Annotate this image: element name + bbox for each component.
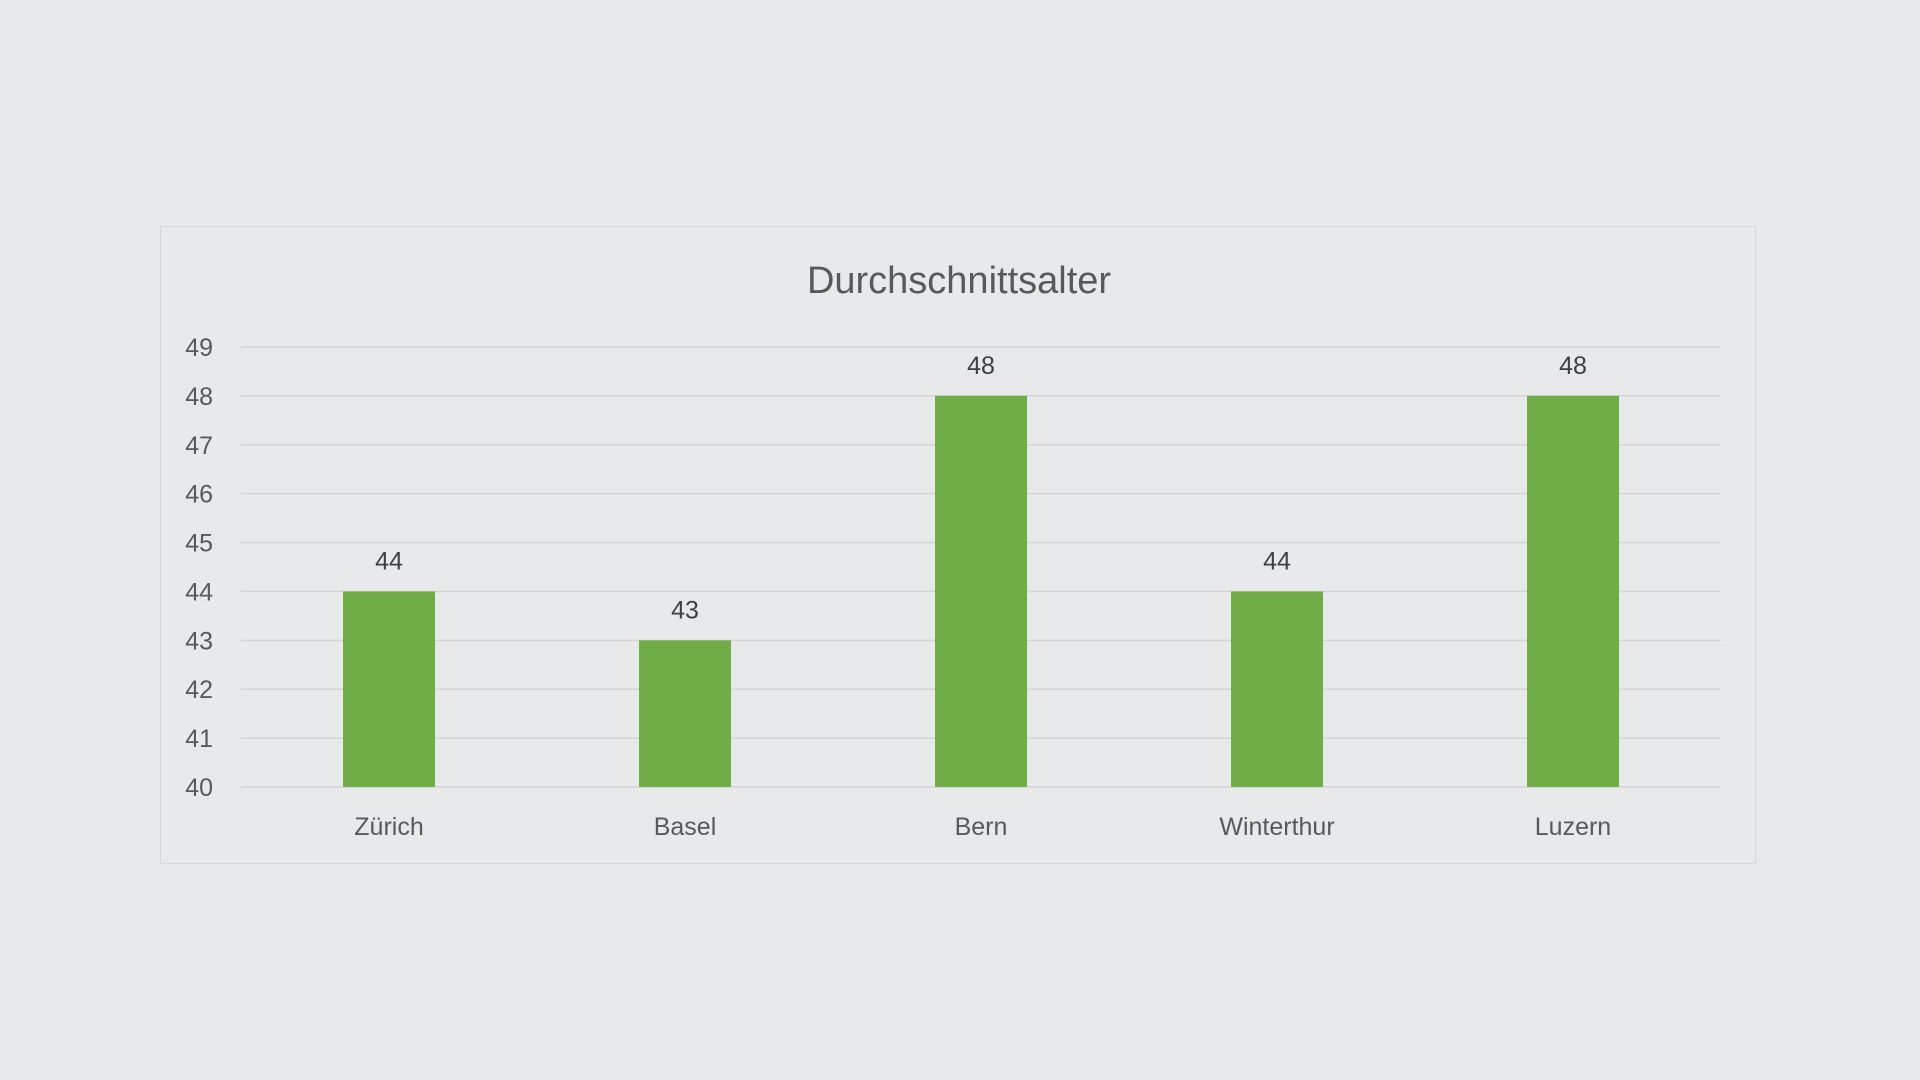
x-category-label: Zürich [354, 813, 423, 841]
y-tick-label: 40 [185, 774, 213, 802]
y-tick-label: 48 [185, 383, 213, 411]
bars [343, 395, 1619, 787]
bar [935, 395, 1027, 787]
y-tick-label: 49 [185, 334, 213, 362]
chart-title: Durchschnittsalter [807, 260, 1111, 302]
bar [343, 591, 435, 787]
y-tick-label: 42 [185, 676, 213, 704]
y-axis: 40 41 42 43 44 45 46 47 48 49 [185, 334, 213, 802]
bar-chart: Durchschnittsalter 40414243444546474849 … [185, 260, 1721, 841]
y-tick-label: 47 [185, 432, 213, 460]
data-label: 43 [671, 596, 699, 624]
y-tick-label: 46 [185, 481, 213, 509]
y-tick-label: 45 [185, 530, 213, 558]
x-axis: Zürich Basel Bern Winterthur Luzern [354, 813, 1611, 841]
x-category-label: Basel [654, 813, 717, 841]
x-category-label: Bern [955, 813, 1008, 841]
bar [639, 640, 731, 787]
x-category-label: Luzern [1535, 813, 1611, 841]
chart-frame: Durchschnittsalter 40 41 42 43 44 45 46 47 48 49 … [160, 226, 1756, 864]
data-labels: 44 43 48 44 48 [375, 352, 1587, 624]
x-category-label: Winterthur [1219, 813, 1334, 841]
data-label: 44 [1263, 547, 1291, 575]
data-label: 48 [967, 352, 995, 380]
y-tick-label: 43 [185, 627, 213, 655]
data-label: 48 [1559, 352, 1587, 380]
bar [1527, 395, 1619, 787]
bar [1231, 591, 1323, 787]
data-label: 44 [375, 547, 403, 575]
y-tick-label: 44 [185, 578, 213, 606]
y-tick-label: 41 [185, 725, 213, 753]
